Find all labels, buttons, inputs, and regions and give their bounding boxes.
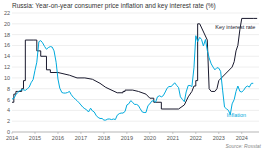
lines [12,18,257,120]
source: Source: Rosstat [225,143,261,149]
x-tick [241,132,242,134]
x-tick [80,132,81,134]
x-tick-label: 2019 [121,135,133,141]
grid-line [12,13,259,14]
y-tick-label: 12 [4,64,10,70]
grid-line [12,45,259,46]
x-tick-label: 2021 [167,135,179,141]
y-tick-label: 6 [7,97,10,103]
annotation: Inflation [227,112,246,118]
x-tick [126,132,127,134]
x-tick [149,132,150,134]
x-tick [57,132,58,134]
chart: Russia: Year-on-year consumer price infl… [0,0,263,150]
x-tick [103,132,104,134]
x-tick [12,132,13,134]
x-tick-label: 2015 [29,135,41,141]
x-tick-label: 2014 [6,135,18,141]
annotations: Key interest rate Inflation [215,24,255,118]
x-tick-label: 2023 [213,135,225,141]
x-axis-line [12,132,259,133]
y-tick-label: 16 [4,42,10,48]
x-tick-label: 2020 [144,135,156,141]
y-axis: 0246810121416182022 [4,10,259,135]
x-tick-label: 2022 [190,135,202,141]
y-tick-label: 14 [4,53,10,59]
series-line [12,18,257,109]
y-tick-label: 8 [7,86,10,92]
x-tick-label: 2017 [75,135,87,141]
y-tick-label: 10 [4,75,10,81]
x-tick-label: 2024 [236,135,248,141]
x-tick-label: 2018 [98,135,110,141]
x-tick [34,132,35,134]
title: Russia: Year-on-year consumer price infl… [12,2,216,10]
x-axis: 2014 2015 2016 2017 2018 2019 2020 2021 2022 2023… [6,132,259,141]
y-tick-label: 2 [7,118,10,124]
grid-line [12,67,259,68]
x-tick [172,132,173,134]
annotation: Key interest rate [215,24,255,30]
grid-line [12,110,259,111]
y-tick-label: 18 [4,32,10,38]
y-tick-label: 20 [4,21,10,27]
x-tick [218,132,219,134]
x-tick [195,132,196,134]
grid-line [12,132,259,133]
y-tick-label: 22 [4,10,10,16]
grid-line [12,121,259,122]
grid-line [12,56,259,57]
x-tick-label: 2016 [52,135,64,141]
y-tick-label: 4 [7,107,10,113]
grid-line [12,99,259,100]
grid-line [12,34,259,35]
series-line [12,36,253,120]
